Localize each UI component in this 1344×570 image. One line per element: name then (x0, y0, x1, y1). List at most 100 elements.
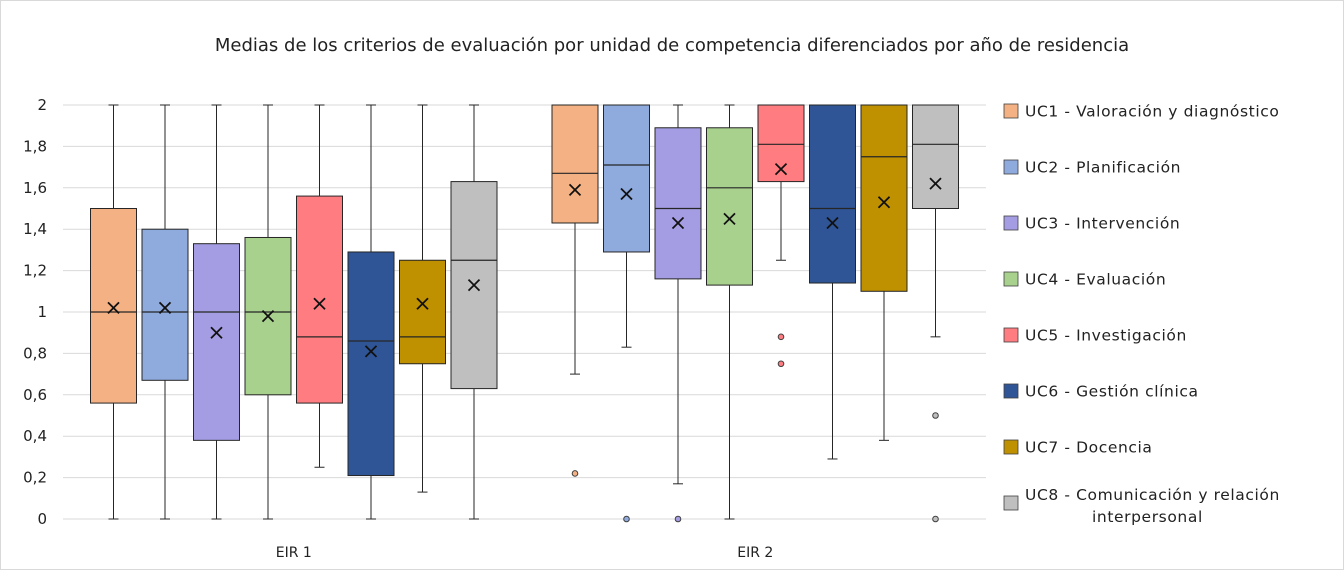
box-5-eir-2 (757, 104, 805, 368)
legend-item-5: UC5 - Investigación (1003, 327, 1187, 345)
legend-item-4: UC4 - Evaluación (1003, 271, 1166, 289)
legend-label: UC2 - Planificación (1025, 159, 1181, 177)
mean-marker (826, 216, 839, 230)
legend-label: interpersonal (1092, 508, 1203, 526)
y-tick-label: 0,6 (23, 386, 47, 404)
legend-swatch (1003, 439, 1019, 455)
box-body (193, 243, 240, 441)
box-body (654, 127, 702, 280)
legend-swatch (1003, 271, 1019, 287)
legend-swatch (1003, 327, 1019, 343)
box-2-eir-1 (141, 104, 189, 520)
plot-area (90, 104, 959, 523)
mean-marker (158, 301, 172, 314)
mean-marker-stroke (774, 163, 788, 176)
box-body (90, 208, 137, 404)
legend-swatch (1003, 383, 1019, 399)
mean-marker (364, 345, 378, 358)
mean-marker-stroke (158, 301, 172, 314)
x-category-label: EIR 2 (737, 545, 773, 561)
box-2-eir-2 (603, 104, 650, 523)
mean-marker (313, 297, 326, 310)
mean-marker-stroke (826, 216, 839, 230)
y-tick-label: 0 (37, 510, 47, 528)
legend-label: UC3 - Intervención (1025, 215, 1180, 233)
box-body (296, 195, 343, 404)
mean-marker-stroke (107, 301, 120, 314)
y-tick-label: 2 (37, 96, 47, 114)
box-1-eir-1 (90, 104, 137, 520)
outlier-point (674, 515, 682, 523)
mean-marker (210, 326, 223, 339)
box-7-eir-2 (860, 104, 908, 441)
y-tick-label: 1,6 (23, 179, 47, 197)
box-body (912, 104, 959, 209)
box-3-eir-1 (193, 104, 240, 520)
legend-label: UC8 - Comunicación y relación (1025, 486, 1280, 504)
legend-label: UC7 - Docencia (1025, 439, 1153, 457)
legend-item-3: UC3 - Intervención (1003, 215, 1180, 233)
chart-title: Medias de los criterios de evaluación po… (215, 35, 1129, 56)
mean-marker-stroke (568, 183, 582, 197)
legend-item-6: UC6 - Gestión clínica (1003, 383, 1198, 401)
box-body (603, 104, 650, 253)
y-tick-label: 0,8 (23, 344, 47, 362)
box-3-eir-2 (654, 104, 702, 523)
legend: UC1 - Valoración y diagnóstico UC2 - Plan… (1003, 103, 1280, 526)
y-tick-label: 1 (37, 303, 47, 321)
legend-swatch (1003, 495, 1019, 511)
legend-label: UC1 - Valoración y diagnóstico (1025, 103, 1279, 121)
x-axis: EIR 1 EIR 2 (276, 545, 774, 561)
legend-swatch (1003, 215, 1019, 231)
box-body (347, 251, 395, 477)
mean-marker (774, 163, 788, 176)
box-6-eir-1 (347, 104, 395, 520)
box-7-eir-1 (399, 104, 446, 493)
mean-marker (671, 216, 685, 230)
box-5-eir-1 (296, 104, 343, 468)
mean-marker (107, 301, 120, 314)
outlier-point (571, 470, 579, 477)
mean-marker (416, 297, 429, 310)
outlier-point (623, 515, 630, 523)
legend-label: UC4 - Evaluación (1025, 271, 1166, 289)
mean-marker-stroke (261, 310, 275, 323)
outlier-point (777, 360, 785, 368)
legend-label: UC5 - Investigación (1025, 327, 1187, 345)
mean-marker-stroke (364, 345, 378, 358)
legend-swatch (1003, 103, 1019, 119)
y-tick-label: 1,4 (23, 220, 47, 238)
mean-marker-stroke (877, 196, 891, 209)
box-body (809, 104, 856, 284)
mean-marker (568, 183, 582, 197)
box-body (551, 104, 599, 224)
mean-marker-stroke (313, 297, 326, 310)
mean-marker (929, 177, 942, 190)
mean-marker (620, 187, 633, 201)
box-body (860, 104, 908, 292)
mean-marker-stroke (671, 216, 685, 230)
legend-item-8: UC8 - Comunicación y relación interperson… (1003, 486, 1280, 526)
legend-swatch (1003, 159, 1019, 175)
x-category-label: EIR 1 (276, 545, 312, 561)
y-tick-label: 0,4 (23, 427, 47, 445)
y-tick-label: 1,2 (23, 262, 47, 280)
outlier-point (932, 412, 939, 419)
legend-item-1: UC1 - Valoración y diagnóstico (1003, 103, 1279, 121)
outlier-point (932, 515, 939, 523)
mean-marker-stroke (210, 326, 223, 339)
mean-marker-stroke (620, 187, 633, 201)
box-body (141, 228, 189, 381)
box-8-eir-1 (450, 104, 498, 520)
box-6-eir-2 (809, 104, 856, 460)
box-4-eir-1 (244, 104, 292, 520)
box-8-eir-2 (912, 104, 959, 523)
outlier-point (777, 333, 785, 341)
box-4-eir-2 (706, 104, 753, 520)
y-tick-label: 0,2 (23, 469, 47, 487)
box-body (706, 127, 753, 286)
legend-item-2: UC2 - Planificación (1003, 159, 1181, 177)
mean-marker (723, 212, 736, 225)
